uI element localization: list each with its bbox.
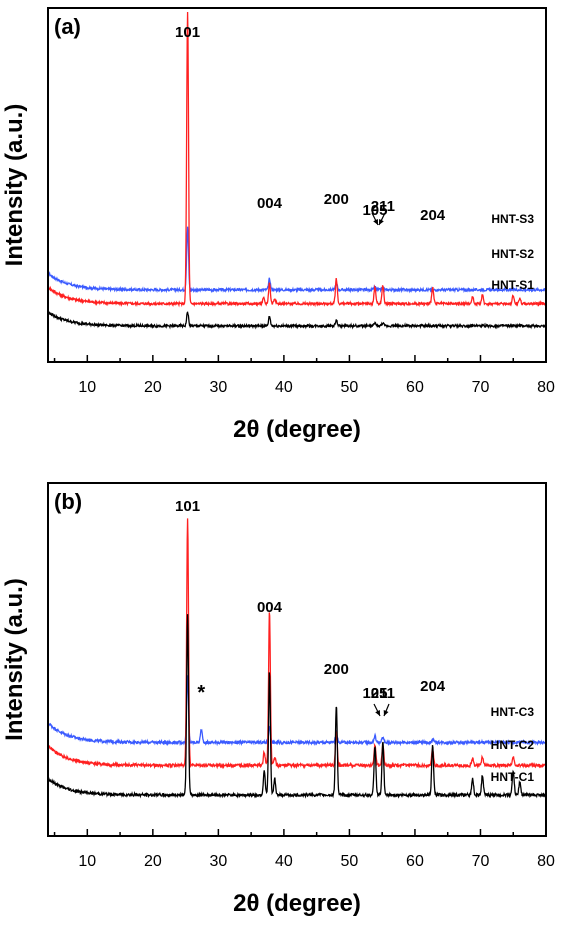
peak-label: 004 bbox=[257, 599, 283, 616]
series-label: HNT-S1 bbox=[491, 278, 534, 292]
x-tick-label: 10 bbox=[78, 379, 96, 396]
peak-label: * bbox=[197, 682, 205, 704]
x-tick-label: 20 bbox=[144, 379, 162, 396]
peak-label: 211 bbox=[371, 198, 395, 215]
peak-label: 200 bbox=[324, 191, 349, 208]
series-line-hnt-s2 bbox=[47, 11, 547, 308]
peak-label: 101 bbox=[175, 498, 200, 515]
peak-arrow-head bbox=[383, 710, 389, 716]
x-tick-label: 50 bbox=[341, 853, 359, 870]
peak-label: 004 bbox=[257, 195, 283, 212]
x-tick-label: 70 bbox=[472, 379, 490, 396]
x-tick-label: 80 bbox=[537, 379, 555, 396]
x-tick-label: 60 bbox=[406, 379, 424, 396]
peak-label: 211 bbox=[371, 685, 395, 702]
plot-frame bbox=[47, 482, 547, 837]
peak-arrow-head bbox=[373, 219, 378, 225]
panel-b: 10 20 30 40 50 60 70 80 2θ (degree) Intensity (a.… bbox=[1, 482, 555, 917]
y-axis-title: Intensity (a.u.) bbox=[1, 104, 28, 267]
peak-label: 200 bbox=[324, 661, 349, 678]
panel-label: (a) bbox=[54, 14, 81, 39]
x-tick-label: 30 bbox=[209, 853, 227, 870]
plot-frame bbox=[47, 7, 547, 363]
series-line-hnt-s3 bbox=[47, 226, 547, 294]
peak-arrow-head bbox=[375, 710, 380, 716]
peak-label: 105 bbox=[362, 685, 387, 702]
series-label: HNT-C2 bbox=[491, 738, 535, 752]
x-tick-label: 20 bbox=[144, 853, 162, 870]
x-tick-label: 80 bbox=[537, 853, 555, 870]
x-axis-title: 2θ (degree) bbox=[233, 416, 361, 443]
peak-label: 204 bbox=[420, 678, 446, 695]
y-axis-title: Intensity (a.u.) bbox=[1, 578, 28, 741]
peak-label: 204 bbox=[420, 207, 446, 224]
peak-label: 105 bbox=[362, 202, 387, 219]
series-line-hnt-s1 bbox=[47, 310, 547, 330]
panel-a: 10 20 30 40 50 60 70 80 2θ (degree) Intensity (a.… bbox=[1, 7, 555, 443]
x-tick-label: 30 bbox=[209, 379, 227, 396]
series-label: HNT-S2 bbox=[491, 247, 534, 261]
series-line-hnt-c1 bbox=[47, 614, 547, 799]
x-tick-label: 70 bbox=[472, 853, 490, 870]
x-tick-label: 60 bbox=[406, 853, 424, 870]
series-label: HNT-S3 bbox=[491, 212, 534, 226]
series-line-hnt-c2 bbox=[47, 518, 547, 770]
peak-label: 101 bbox=[175, 24, 200, 41]
peak-arrow-head bbox=[379, 219, 384, 225]
x-tick-label: 10 bbox=[78, 853, 96, 870]
panel-label: (b) bbox=[54, 489, 82, 514]
series-label: HNT-C3 bbox=[491, 705, 535, 719]
series-line-hnt-c3 bbox=[47, 675, 547, 747]
x-tick-label: 40 bbox=[275, 379, 293, 396]
x-tick-label: 50 bbox=[341, 379, 359, 396]
x-tick-label: 40 bbox=[275, 853, 293, 870]
x-axis-title: 2θ (degree) bbox=[233, 890, 361, 917]
series-label: HNT-C1 bbox=[491, 770, 535, 784]
